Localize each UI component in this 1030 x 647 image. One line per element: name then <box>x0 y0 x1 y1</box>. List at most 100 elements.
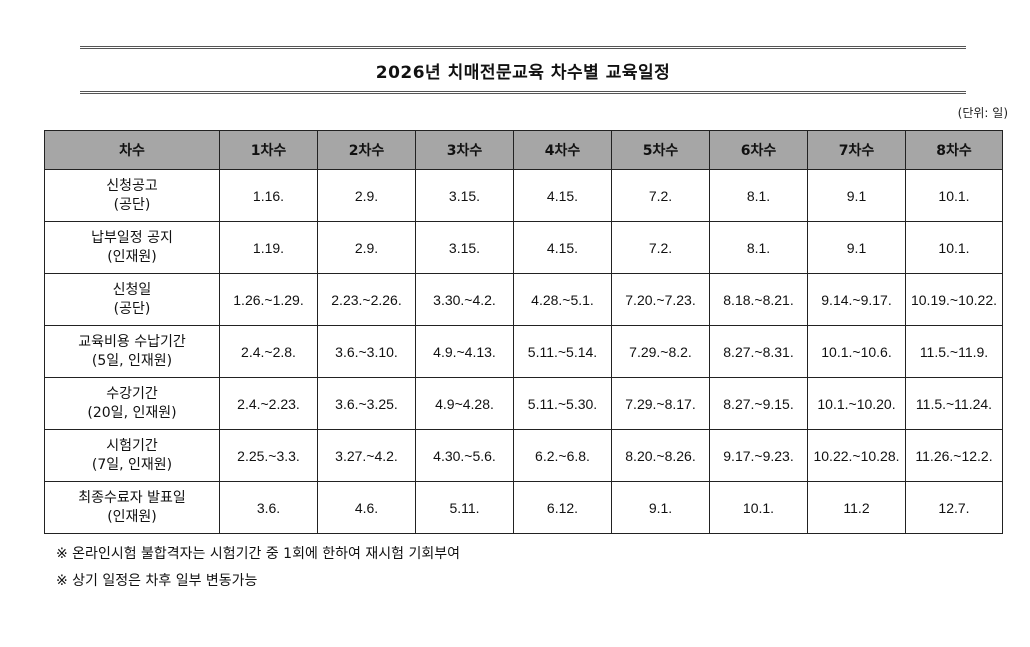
header-cell: 7차수 <box>807 130 906 170</box>
table-cell: 10.1.~10.20. <box>807 377 906 430</box>
row-label-line: (7일, 인재원) <box>91 456 173 473</box>
header-cell: 6차수 <box>709 130 808 170</box>
table-cell: 2.4.~2.8. <box>219 325 318 378</box>
table-cell: 4.15. <box>513 221 612 274</box>
header-cell: 1차수 <box>219 130 318 170</box>
table-cell: 9.1 <box>807 221 906 274</box>
table-cell: 9.1 <box>807 169 906 222</box>
row-label-line: (인재원) <box>107 248 157 265</box>
note-item: ※ 상기 일정은 차후 일부 변동가능 <box>56 573 258 589</box>
table-cell: 3.6.~3.25. <box>317 377 416 430</box>
table-cell: 8.27.~8.31. <box>709 325 808 378</box>
table-cell: 12.7. <box>905 481 1003 534</box>
table-cell: 4.28.~5.1. <box>513 273 612 326</box>
table-row: 시험기간 (7일, 인재원) 2.25.~3.3. 3.27.~4.2. 4.30.~5… <box>44 429 1003 482</box>
table-cell: 8.20.~8.26. <box>611 429 710 482</box>
header-cell: 차수 <box>44 130 220 170</box>
table-cell: 8.1. <box>709 169 808 222</box>
table-cell: 9.1. <box>611 481 710 534</box>
table-cell: 3.27.~4.2. <box>317 429 416 482</box>
table-cell: 11.5.~11.24. <box>905 377 1003 430</box>
row-label-line: (공단) <box>113 196 151 213</box>
row-label-line: 신청일 <box>112 281 152 298</box>
table-cell: 10.1. <box>905 169 1003 222</box>
table-row: 신청공고 (공단) 1.16. 2.9. 3.15. 4.15. 7.2. 8.1. 9.1 10… <box>44 169 1003 222</box>
table-row: 수강기간 (20일, 인재원) 2.4.~2.23. 3.6.~3.25. 4.9~4.… <box>44 377 1003 430</box>
table-cell: 11.2 <box>807 481 906 534</box>
row-label: 신청일 (공단) <box>44 273 220 326</box>
table-cell: 5.11.~5.14. <box>513 325 612 378</box>
table-cell: 1.26.~1.29. <box>219 273 318 326</box>
table-cell: 6.12. <box>513 481 612 534</box>
row-label: 교육비용 수납기간 (5일, 인재원) <box>44 325 220 378</box>
table-cell: 7.20.~7.23. <box>611 273 710 326</box>
table-cell: 1.16. <box>219 169 318 222</box>
table-cell: 3.6.~3.10. <box>317 325 416 378</box>
row-label-line: 신청공고 <box>106 177 158 194</box>
table-cell: 4.6. <box>317 481 416 534</box>
table-cell: 2.9. <box>317 221 416 274</box>
row-label-line: (20일, 인재원) <box>87 404 177 421</box>
table-cell: 8.27.~9.15. <box>709 377 808 430</box>
table-cell: 10.1. <box>709 481 808 534</box>
header-cell: 5차수 <box>611 130 710 170</box>
table-cell: 4.9~4.28. <box>415 377 514 430</box>
table-cell: 7.29.~8.2. <box>611 325 710 378</box>
row-label: 최종수료자 발표일 (인재원) <box>44 481 220 534</box>
table-cell: 11.26.~12.2. <box>905 429 1003 482</box>
table-cell: 7.29.~8.17. <box>611 377 710 430</box>
header-cell: 3차수 <box>415 130 514 170</box>
table-cell: 2.9. <box>317 169 416 222</box>
table-row: 신청일 (공단) 1.26.~1.29. 2.23.~2.26. 3.30.~4.2. 4… <box>44 273 1003 326</box>
header-row: 차수 1차수 2차수 3차수 4차수 5차수 6차수 7차수 8차수 <box>44 130 1003 170</box>
title-box: 2026년 치매전문교육 차수별 교육일정 <box>80 46 966 94</box>
row-label: 납부일정 공지 (인재원) <box>44 221 220 274</box>
row-label: 시험기간 (7일, 인재원) <box>44 429 220 482</box>
schedule-table: 차수 1차수 2차수 3차수 4차수 5차수 6차수 7차수 8차수 신청공고 (… <box>44 130 1003 534</box>
table-cell: 4.15. <box>513 169 612 222</box>
table-cell: 10.22.~10.28. <box>807 429 906 482</box>
table-cell: 2.25.~3.3. <box>219 429 318 482</box>
row-label: 수강기간 (20일, 인재원) <box>44 377 220 430</box>
table-cell: 10.19.~10.22. <box>905 273 1003 326</box>
table-body: 신청공고 (공단) 1.16. 2.9. 3.15. 4.15. 7.2. 8.1. 9.1 10… <box>44 169 1003 534</box>
table-row: 납부일정 공지 (인재원) 1.19. 2.9. 3.15. 4.15. 7.2. 8.1. 9… <box>44 221 1003 274</box>
table-cell: 3.15. <box>415 221 514 274</box>
row-label-line: (5일, 인재원) <box>91 352 173 369</box>
table-cell: 11.5.~11.9. <box>905 325 1003 378</box>
table-cell: 10.1. <box>905 221 1003 274</box>
header-cell: 2차수 <box>317 130 416 170</box>
table-cell: 3.15. <box>415 169 514 222</box>
row-label-line: 납부일정 공지 <box>91 229 173 246</box>
row-label-line: (공단) <box>113 300 151 317</box>
table-row: 교육비용 수납기간 (5일, 인재원) 2.4.~2.8. 3.6.~3.10. 4.9… <box>44 325 1003 378</box>
table-cell: 2.4.~2.23. <box>219 377 318 430</box>
row-label-line: 최종수료자 발표일 <box>78 489 186 506</box>
row-label-line: 시험기간 <box>106 437 158 454</box>
table-cell: 3.30.~4.2. <box>415 273 514 326</box>
header-cell: 8차수 <box>905 130 1003 170</box>
table-cell: 9.14.~9.17. <box>807 273 906 326</box>
table-cell: 5.11. <box>415 481 514 534</box>
table-cell: 2.23.~2.26. <box>317 273 416 326</box>
table-cell: 8.18.~8.21. <box>709 273 808 326</box>
row-label-line: 수강기간 <box>106 385 158 402</box>
table-cell: 10.1.~10.6. <box>807 325 906 378</box>
table-cell: 3.6. <box>219 481 318 534</box>
note-item: ※ 온라인시험 불합격자는 시험기간 중 1회에 한하여 재시험 기회부여 <box>56 546 460 562</box>
table-cell: 4.30.~5.6. <box>415 429 514 482</box>
header-cell: 4차수 <box>513 130 612 170</box>
table-cell: 6.2.~6.8. <box>513 429 612 482</box>
table-cell: 7.2. <box>611 169 710 222</box>
row-label: 신청공고 (공단) <box>44 169 220 222</box>
table-cell: 1.19. <box>219 221 318 274</box>
table-cell: 8.1. <box>709 221 808 274</box>
table-row: 최종수료자 발표일 (인재원) 3.6. 4.6. 5.11. 6.12. 9.1. 10.1… <box>44 481 1003 534</box>
notes: ※ 온라인시험 불합격자는 시험기간 중 1회에 한하여 재시험 기회부여 ※ … <box>56 541 460 595</box>
table-cell: 7.2. <box>611 221 710 274</box>
unit-label: (단위: 일) <box>957 106 1008 120</box>
row-label-line: 교육비용 수납기간 <box>78 333 186 350</box>
table-cell: 9.17.~9.23. <box>709 429 808 482</box>
row-label-line: (인재원) <box>107 508 157 525</box>
table-cell: 4.9.~4.13. <box>415 325 514 378</box>
